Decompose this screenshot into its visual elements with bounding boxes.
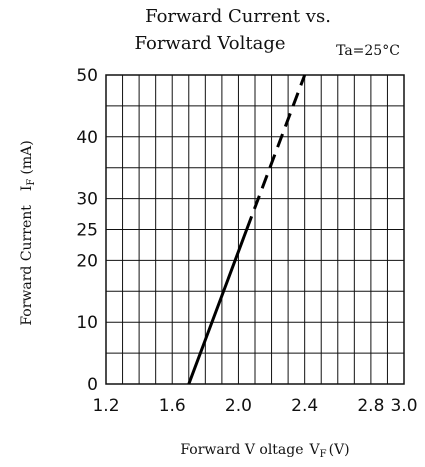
plot-frame — [105, 74, 405, 385]
x-tick-label-4: 2.8 — [357, 396, 384, 416]
x-tick-labels: 1.2 1.6 2.0 2.4 2.8 3.0 — [92, 396, 417, 416]
chart-title-line2: Forward Voltage — [134, 33, 285, 54]
series-line-solid — [187, 228, 249, 385]
y-axis-label-sub: F — [26, 179, 37, 186]
x-tick-label-0: 1.2 — [92, 396, 119, 416]
x-tick-label-5: 3.0 — [390, 396, 417, 416]
x-axis-label: Forward V oltage VF (V) — [180, 442, 349, 460]
y-axis-label: Forward Current IF (mA) — [19, 140, 37, 325]
x-axis-label-symbol: V — [309, 442, 321, 458]
y-tick-label-1: 10 — [76, 313, 98, 333]
x-tick-label-3: 2.4 — [291, 396, 318, 416]
y-tick-label-0: 0 — [87, 375, 98, 395]
y-tick-label-4: 30 — [76, 190, 98, 210]
chart-title-line1: Forward Current vs. — [145, 6, 331, 27]
x-axis-label-main: Forward V oltage — [180, 442, 303, 458]
y-axis-label-symbol: I — [19, 186, 35, 192]
series-group — [187, 74, 307, 385]
x-axis-label-sub: F — [320, 449, 327, 460]
y-tick-label-6: 50 — [76, 66, 98, 86]
y-tick-label-3: 25 — [76, 221, 98, 241]
y-tick-labels: 0 10 20 25 30 40 50 — [76, 66, 98, 395]
y-axis-label-main: Forward Current — [19, 205, 35, 326]
x-tick-label-1: 1.6 — [159, 396, 186, 416]
x-tick-label-2: 2.0 — [225, 396, 252, 416]
chart-condition: Ta=25°C — [336, 43, 400, 59]
y-axis-label-unit: (mA) — [19, 140, 35, 174]
series-line-dashed — [245, 74, 307, 231]
y-tick-label-2: 20 — [76, 251, 98, 271]
x-axis-label-unit: (V) — [329, 442, 350, 458]
y-tick-label-5: 40 — [76, 128, 98, 148]
